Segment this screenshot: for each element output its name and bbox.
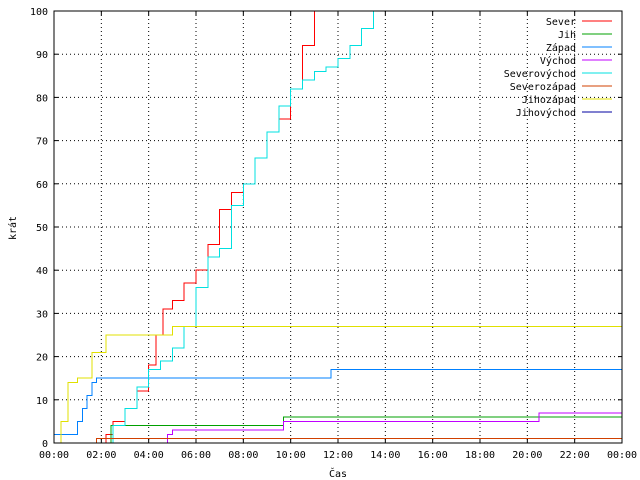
legend-label: Sever <box>546 17 576 28</box>
x-tick-label: 20:00 <box>512 450 542 461</box>
x-tick-label: 08:00 <box>228 450 258 461</box>
y-tick-label: 0 <box>42 439 48 450</box>
y-axis-tick-labels: 0 10 20 30 40 50 60 70 80 90 100 <box>30 7 48 450</box>
y-tick-label: 100 <box>30 7 48 18</box>
axis-ticks <box>53 10 623 444</box>
series-line-severovýchod <box>101 11 374 444</box>
x-tick-label: 06:00 <box>181 450 211 461</box>
legend-label: Východ <box>540 55 576 67</box>
x-axis-tick-labels: 00:00 02:00 04:00 06:00 08:00 10:00 12:00 14:00… <box>39 450 637 461</box>
x-tick-label: 12:00 <box>323 450 353 461</box>
y-tick-label: 30 <box>36 309 48 320</box>
series-line-severozápad <box>94 438 622 444</box>
legend-label: Jih <box>558 30 576 41</box>
y-tick-label: 60 <box>36 180 48 191</box>
series-line-východ <box>162 412 622 444</box>
series-line-západ <box>54 369 622 435</box>
series-lines <box>54 11 622 444</box>
y-tick-label: 80 <box>36 93 48 104</box>
legend-label: Západ <box>546 42 576 54</box>
grid-lines <box>54 11 622 443</box>
y-tick-label: 40 <box>36 266 48 277</box>
x-tick-label: 04:00 <box>134 450 164 461</box>
legend-label: Jihozápad <box>522 94 576 106</box>
x-tick-label: 00:00 <box>39 450 69 461</box>
legend-label: Severovýchod <box>504 68 576 80</box>
x-tick-label: 16:00 <box>418 450 448 461</box>
y-tick-label: 90 <box>36 50 48 61</box>
y-tick-label: 10 <box>36 396 48 407</box>
x-tick-label: 22:00 <box>560 450 590 461</box>
y-tick-label: 50 <box>36 223 48 234</box>
x-tick-label: 10:00 <box>276 450 306 461</box>
y-tick-label: 20 <box>36 353 48 364</box>
y-tick-label: 70 <box>36 137 48 148</box>
legend: Sever JihZápadVýchodSeverovýchodSeverozáp… <box>504 17 612 119</box>
x-tick-label: 02:00 <box>86 450 116 461</box>
x-axis-title: Čas <box>329 467 347 480</box>
x-tick-label: 00:00 <box>607 450 637 461</box>
legend-label: Severozápad <box>510 81 576 93</box>
series-line-jihozápad <box>54 325 622 444</box>
legend-label: Jihovýchod <box>516 107 576 119</box>
x-tick-label: 18:00 <box>465 450 495 461</box>
y-axis-title: krát <box>7 216 19 240</box>
x-tick-label: 14:00 <box>370 450 400 461</box>
